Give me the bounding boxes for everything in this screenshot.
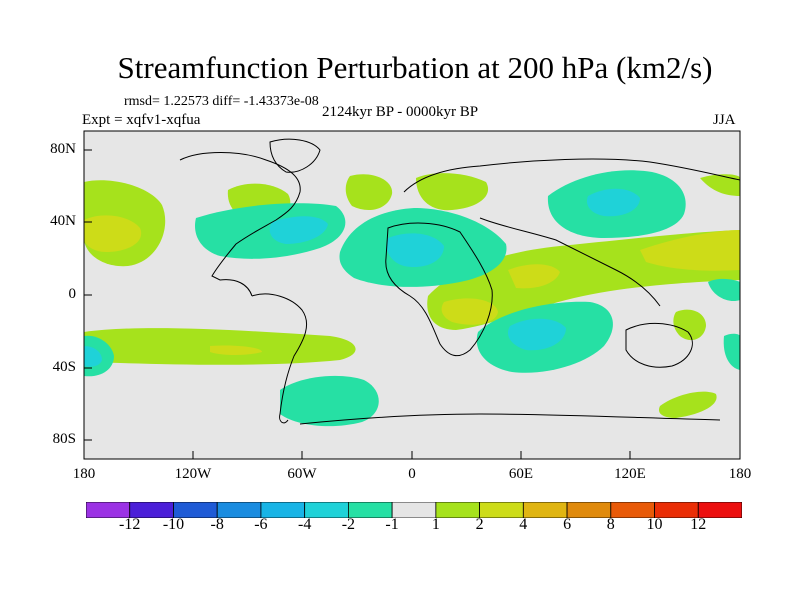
coast-north-america (179, 152, 301, 297)
colorbar-label: 8 (606, 516, 615, 533)
contour-positive-south-pacific-core (210, 345, 262, 355)
contour-positive-africa-core (441, 298, 498, 325)
contour-positive-mid-atlantic (345, 174, 393, 210)
contour-negative-south-atlantic (280, 375, 379, 427)
colorbar-label: -12 (119, 516, 141, 533)
x-tick-label: 180 (728, 466, 752, 482)
contour-negative-south-indian-core (507, 318, 566, 351)
contour-positive-pacific-core (640, 230, 740, 271)
experiment-label: Expt = xqfv1-xqfua (82, 112, 201, 128)
x-tick-label: 180 (72, 466, 96, 482)
y-tick-label: 80N (50, 141, 76, 157)
coastlines (179, 138, 740, 425)
contour-negative-asia-core (586, 188, 640, 217)
contour-positive-north-pacific-west (700, 174, 740, 196)
contour-negative-southwest-pacific (723, 333, 740, 370)
colorbar-label: 1 (431, 516, 440, 533)
colorbar-swatch (697, 502, 742, 518)
y-tick-label: 0 (68, 286, 77, 302)
colorbar (86, 502, 742, 518)
contour-positive-tasman (673, 309, 706, 341)
x-tick-label: 0 (408, 466, 416, 482)
contour-positive-north-pacific-east-core (84, 215, 142, 252)
colorbar-label: 10 (646, 516, 663, 533)
contour-negative-north-america-core (269, 216, 328, 244)
map-title: Streamfunction Perturbation at 200 hPa (… (117, 50, 713, 85)
stats-label: rmsd= 1.22573 diff= -1.43373e-08 (124, 94, 319, 109)
contour-positive-indian-core (508, 264, 560, 289)
x-tick-label: 120W (174, 466, 212, 482)
colorbar-label: 6 (563, 516, 572, 533)
x-tick-label: 120E (614, 466, 646, 482)
axis-ticks (83, 149, 741, 459)
colorbar-label: 4 (519, 516, 528, 533)
colorbar-label: -10 (162, 516, 185, 533)
contour-fields (84, 138, 740, 427)
period-subtitle: 2124kyr BP - 0000kyr BP (322, 104, 479, 120)
contour-negative-north-africa-core (386, 233, 444, 268)
x-tick-label: 60E (508, 466, 534, 482)
colorbar-label: -1 (385, 516, 399, 533)
coast-eurasia (403, 158, 740, 307)
coast-africa (385, 222, 493, 357)
contour-negative-west-pacific (708, 278, 740, 302)
x-tick-label: 60W (287, 466, 317, 482)
colorbar-label: -8 (210, 516, 224, 533)
coast-antarctica (299, 413, 721, 425)
y-tick-label: 40N (50, 213, 76, 229)
coast-australia (625, 322, 693, 368)
colorbar-label: -2 (341, 516, 356, 533)
season-label: JJA (713, 112, 736, 128)
coast-greenland (269, 138, 321, 173)
y-tick-label: 80S (52, 431, 76, 447)
coast-south-america (251, 293, 307, 424)
contour-negative-southeast-pacific-core (84, 346, 102, 367)
y-tick-label: 40S (52, 359, 76, 375)
contour-positive-south-australia (658, 391, 717, 418)
colorbar-label: 2 (475, 516, 484, 533)
colorbar-label: -4 (298, 516, 312, 533)
contour-positive-europe (416, 173, 489, 211)
colorbar-label: 12 (690, 516, 707, 533)
colorbar-label: -6 (254, 516, 268, 533)
